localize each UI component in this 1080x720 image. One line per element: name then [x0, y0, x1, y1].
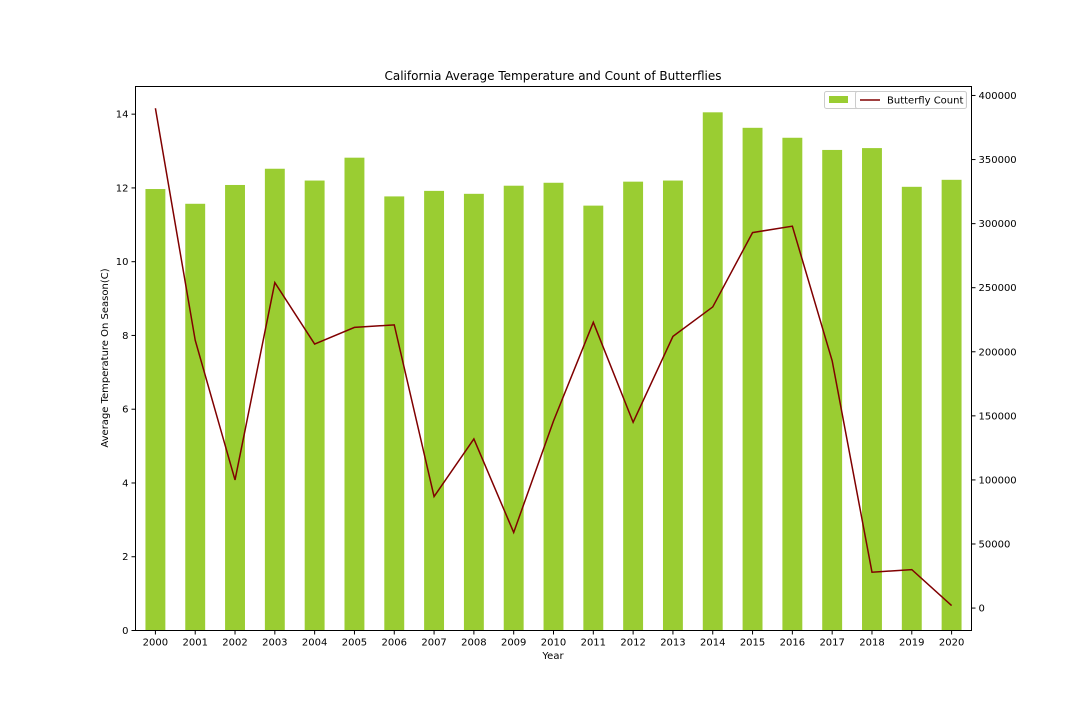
bar-2001	[185, 203, 206, 631]
bar-2008	[463, 193, 484, 631]
x-tick-label: 2004	[302, 638, 327, 649]
bar-2018	[862, 148, 882, 631]
x-tick-label: 2000	[143, 638, 168, 649]
x-tick-label: 2012	[620, 638, 645, 649]
y2-tick-label: 100000	[979, 475, 1017, 486]
x-tick-label: 2003	[262, 638, 287, 649]
x-tick-label: 2015	[740, 638, 765, 649]
bar-2006	[384, 196, 405, 631]
x-tick-label: 2016	[780, 638, 805, 649]
bar-2005	[344, 157, 365, 631]
bar-2012	[623, 181, 644, 631]
y2-tick-label: 300000	[979, 219, 1017, 230]
x-tick-label: 2007	[421, 638, 446, 649]
y-tick-label: 0	[122, 626, 128, 637]
x-tick-label: 2013	[660, 638, 685, 649]
x-axis: 2000 2001 2002 2003 2004 2005 2006 2007 2008 2009…	[143, 630, 964, 649]
legend-label-line: Butterfly Count	[887, 96, 963, 107]
bar-2010	[543, 182, 564, 631]
legend: Butterfly Count	[824, 91, 967, 109]
x-tick-label: 2005	[342, 638, 367, 649]
bar-2014	[702, 112, 723, 631]
y-axis-label: Average Temperature On Season(C)	[100, 268, 111, 447]
bar-2002	[225, 184, 245, 631]
bar-2003	[264, 168, 285, 631]
bar-2011	[583, 205, 604, 631]
x-tick-label: 2006	[382, 638, 407, 649]
x-tick-label: 2002	[222, 638, 247, 649]
y2-tick-label: 350000	[979, 155, 1017, 166]
x-tick-label: 2009	[501, 638, 526, 649]
y-axis-left: 0 2 4 6 8 10 12 14	[116, 110, 136, 637]
bar-2017	[822, 149, 843, 631]
x-tick-label: 2001	[182, 638, 207, 649]
line-layer	[154, 108, 953, 607]
y2-tick-label: 200000	[979, 347, 1017, 358]
y2-tick-label: 50000	[979, 539, 1011, 550]
x-tick-label: 2010	[541, 638, 566, 649]
x-tick-label: 2011	[581, 638, 606, 649]
bar-2020	[941, 179, 962, 631]
y2-tick-label: 0	[979, 604, 985, 615]
x-tick-label: 2019	[899, 638, 924, 649]
bar-2019	[901, 186, 922, 631]
bar-2016	[782, 137, 803, 631]
x-axis-label: Year	[541, 651, 564, 662]
chart-title: California Average Temperature and Count…	[384, 69, 721, 83]
y2-tick-label: 150000	[979, 411, 1017, 422]
x-tick-label: 2017	[819, 638, 844, 649]
x-tick-label: 2018	[859, 638, 884, 649]
y-tick-label: 6	[122, 405, 128, 416]
x-tick-label: 2008	[461, 638, 486, 649]
y-tick-label: 10	[116, 257, 129, 268]
bar-2007	[424, 190, 445, 631]
legend-box-line	[855, 91, 967, 109]
bars-layer	[145, 112, 962, 631]
bar-2000	[145, 189, 166, 631]
y-tick-label: 2	[122, 552, 128, 563]
legend-swatch-bars	[829, 96, 848, 103]
bar-2009	[503, 185, 524, 631]
y-axis-right: 0 50000 100000 150000 200000 250000 300000 3500…	[971, 91, 1017, 615]
y-tick-label: 14	[116, 110, 129, 121]
x-tick-label: 2020	[939, 638, 964, 649]
y-tick-label: 8	[122, 331, 128, 342]
x-tick-label: 2014	[700, 638, 725, 649]
y-tick-label: 4	[122, 478, 128, 489]
bar-2004	[304, 180, 325, 631]
y2-tick-label: 400000	[979, 91, 1017, 102]
bar-2015	[742, 127, 763, 631]
bar-2013	[662, 180, 683, 631]
y2-tick-label: 250000	[979, 283, 1017, 294]
y-tick-label: 12	[116, 183, 129, 194]
